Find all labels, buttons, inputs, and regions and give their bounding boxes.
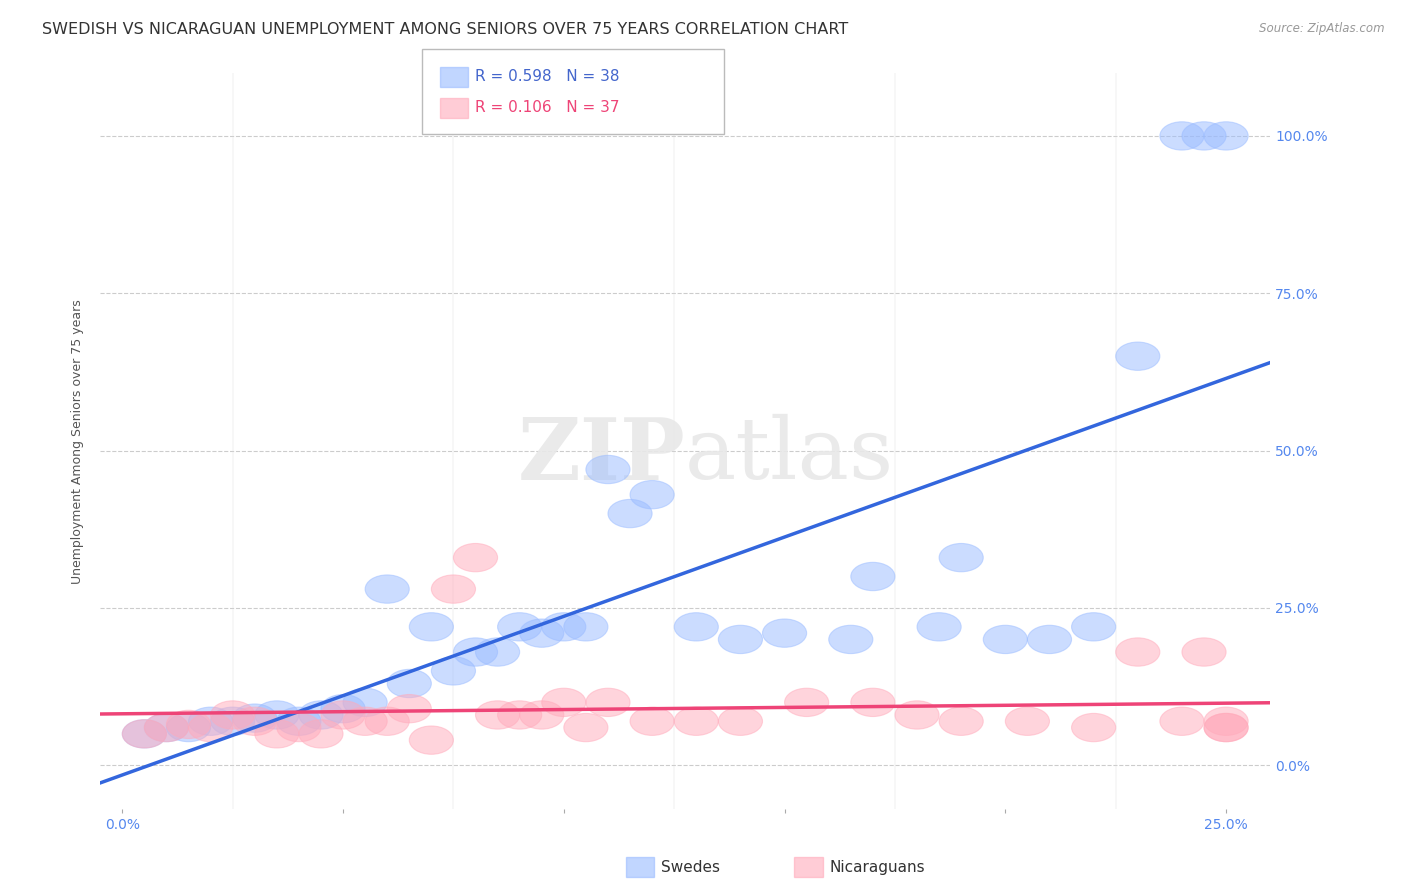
Ellipse shape — [254, 701, 299, 729]
Y-axis label: Unemployment Among Seniors over 75 years: Unemployment Among Seniors over 75 years — [72, 299, 84, 583]
Ellipse shape — [1005, 707, 1049, 735]
Ellipse shape — [232, 707, 277, 735]
Ellipse shape — [541, 613, 586, 641]
Ellipse shape — [432, 575, 475, 603]
Text: ZIP: ZIP — [517, 414, 685, 498]
Ellipse shape — [188, 707, 232, 735]
Text: Nicaraguans: Nicaraguans — [830, 860, 925, 874]
Ellipse shape — [1160, 707, 1204, 735]
Ellipse shape — [541, 689, 586, 716]
Ellipse shape — [453, 638, 498, 666]
Ellipse shape — [1071, 613, 1116, 641]
Ellipse shape — [630, 481, 675, 508]
Ellipse shape — [299, 701, 343, 729]
Ellipse shape — [630, 707, 675, 735]
Ellipse shape — [475, 701, 520, 729]
Ellipse shape — [607, 500, 652, 528]
Ellipse shape — [254, 720, 299, 748]
Ellipse shape — [564, 613, 607, 641]
Ellipse shape — [1028, 625, 1071, 654]
Ellipse shape — [166, 710, 211, 739]
Ellipse shape — [277, 714, 321, 742]
Ellipse shape — [785, 689, 828, 716]
Ellipse shape — [917, 613, 962, 641]
Ellipse shape — [409, 726, 453, 755]
Ellipse shape — [762, 619, 807, 648]
Ellipse shape — [1204, 122, 1249, 150]
Ellipse shape — [409, 613, 453, 641]
Ellipse shape — [520, 619, 564, 648]
Ellipse shape — [387, 695, 432, 723]
Ellipse shape — [166, 714, 211, 742]
Ellipse shape — [1204, 714, 1249, 742]
Ellipse shape — [299, 720, 343, 748]
Ellipse shape — [211, 707, 254, 735]
Ellipse shape — [475, 638, 520, 666]
Ellipse shape — [343, 707, 387, 735]
Ellipse shape — [1116, 342, 1160, 370]
Ellipse shape — [145, 714, 188, 742]
Ellipse shape — [896, 701, 939, 729]
Ellipse shape — [387, 669, 432, 698]
Ellipse shape — [851, 562, 896, 591]
Ellipse shape — [1204, 707, 1249, 735]
Ellipse shape — [851, 689, 896, 716]
Ellipse shape — [675, 707, 718, 735]
Ellipse shape — [188, 714, 232, 742]
Ellipse shape — [232, 704, 277, 732]
Ellipse shape — [498, 613, 541, 641]
Ellipse shape — [366, 707, 409, 735]
Ellipse shape — [939, 707, 983, 735]
Ellipse shape — [211, 701, 254, 729]
Ellipse shape — [564, 714, 607, 742]
Ellipse shape — [453, 543, 498, 572]
Ellipse shape — [343, 689, 387, 716]
Ellipse shape — [366, 575, 409, 603]
Ellipse shape — [321, 701, 366, 729]
Ellipse shape — [122, 720, 166, 748]
Ellipse shape — [122, 720, 166, 748]
Text: Source: ZipAtlas.com: Source: ZipAtlas.com — [1260, 22, 1385, 36]
Ellipse shape — [321, 695, 366, 723]
Text: R = 0.106   N = 37: R = 0.106 N = 37 — [475, 101, 620, 115]
Ellipse shape — [939, 543, 983, 572]
Ellipse shape — [1116, 638, 1160, 666]
Text: SWEDISH VS NICARAGUAN UNEMPLOYMENT AMONG SENIORS OVER 75 YEARS CORRELATION CHART: SWEDISH VS NICARAGUAN UNEMPLOYMENT AMONG… — [42, 22, 848, 37]
Ellipse shape — [145, 714, 188, 742]
Ellipse shape — [1071, 714, 1116, 742]
Text: R = 0.598   N = 38: R = 0.598 N = 38 — [475, 70, 620, 84]
Ellipse shape — [1160, 122, 1204, 150]
Text: Swedes: Swedes — [661, 860, 720, 874]
Ellipse shape — [718, 625, 762, 654]
Ellipse shape — [1182, 122, 1226, 150]
Ellipse shape — [675, 613, 718, 641]
Ellipse shape — [718, 707, 762, 735]
Text: atlas: atlas — [685, 414, 894, 498]
Ellipse shape — [277, 707, 321, 735]
Ellipse shape — [520, 701, 564, 729]
Ellipse shape — [1204, 714, 1249, 742]
Ellipse shape — [586, 689, 630, 716]
Ellipse shape — [828, 625, 873, 654]
Ellipse shape — [983, 625, 1028, 654]
Ellipse shape — [586, 455, 630, 483]
Ellipse shape — [432, 657, 475, 685]
Ellipse shape — [498, 701, 541, 729]
Ellipse shape — [1182, 638, 1226, 666]
